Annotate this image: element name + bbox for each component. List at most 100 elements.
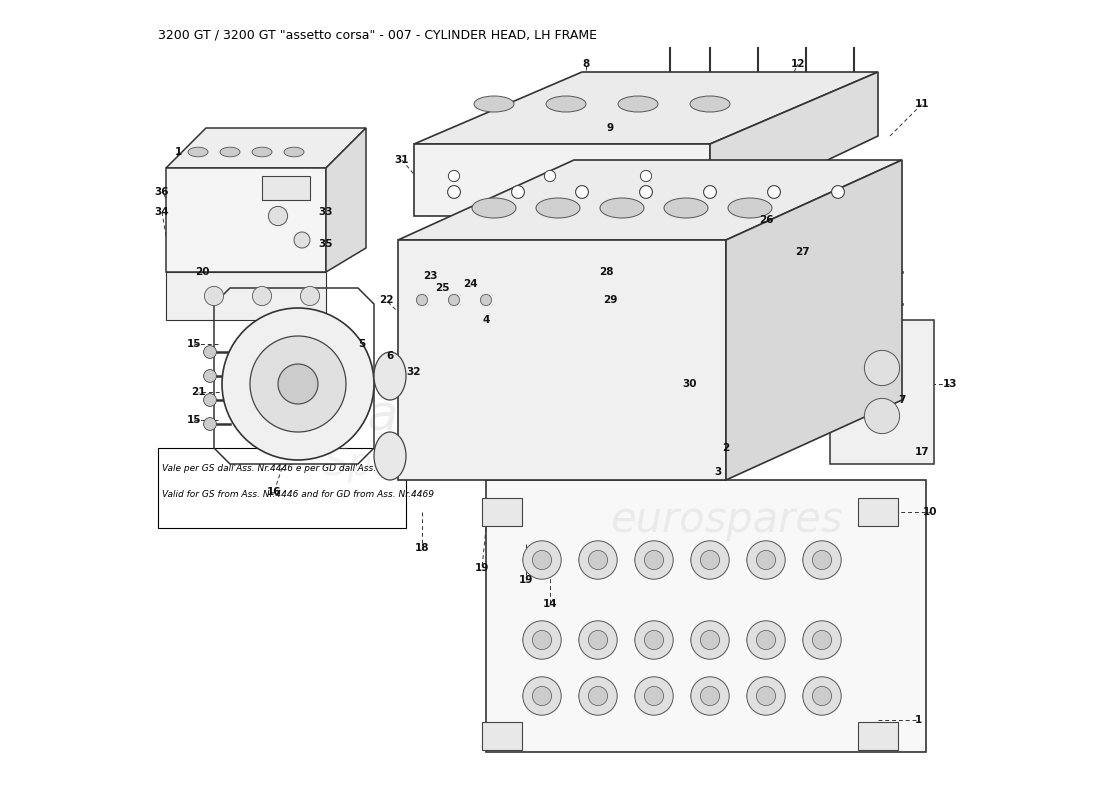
Ellipse shape <box>188 147 208 157</box>
Circle shape <box>205 286 223 306</box>
Circle shape <box>252 286 272 306</box>
Polygon shape <box>398 240 726 480</box>
Polygon shape <box>414 144 710 216</box>
Ellipse shape <box>618 96 658 112</box>
Text: 19: 19 <box>475 563 490 573</box>
Circle shape <box>701 550 719 570</box>
Text: 15: 15 <box>187 339 201 349</box>
Circle shape <box>300 286 320 306</box>
Circle shape <box>204 346 217 358</box>
Polygon shape <box>166 272 326 320</box>
Circle shape <box>691 541 729 579</box>
Circle shape <box>691 621 729 659</box>
Circle shape <box>813 686 832 706</box>
Circle shape <box>522 621 561 659</box>
Text: 2: 2 <box>723 443 729 453</box>
Text: 36: 36 <box>155 187 169 197</box>
Ellipse shape <box>220 147 240 157</box>
Circle shape <box>222 308 374 460</box>
Text: 3200 GT / 3200 GT "assetto corsa" - 007 - CYLINDER HEAD, LH FRAME: 3200 GT / 3200 GT "assetto corsa" - 007 … <box>158 28 597 41</box>
Circle shape <box>645 630 663 650</box>
Text: 13: 13 <box>943 379 957 389</box>
Ellipse shape <box>252 147 272 157</box>
Circle shape <box>635 677 673 715</box>
Text: 35: 35 <box>319 239 333 249</box>
Circle shape <box>813 550 832 570</box>
Ellipse shape <box>374 432 406 480</box>
Text: Spares: Spares <box>323 445 456 483</box>
Bar <box>482 498 522 526</box>
Text: Spares: Spares <box>305 392 475 440</box>
Circle shape <box>639 186 652 198</box>
Text: 4: 4 <box>482 315 490 325</box>
Text: 9: 9 <box>606 123 614 133</box>
Text: 15: 15 <box>187 415 201 425</box>
Ellipse shape <box>600 198 643 218</box>
Circle shape <box>747 677 785 715</box>
Polygon shape <box>326 128 366 272</box>
Text: 29: 29 <box>603 295 617 305</box>
Circle shape <box>803 677 842 715</box>
Circle shape <box>417 294 428 306</box>
Circle shape <box>204 394 217 406</box>
Ellipse shape <box>690 96 730 112</box>
Ellipse shape <box>284 147 304 157</box>
Circle shape <box>803 541 842 579</box>
Circle shape <box>268 206 287 226</box>
Ellipse shape <box>536 198 580 218</box>
Text: 21: 21 <box>190 387 206 397</box>
Circle shape <box>532 630 551 650</box>
Text: 6: 6 <box>386 351 394 361</box>
Circle shape <box>865 350 900 386</box>
Text: 26: 26 <box>759 215 773 225</box>
Text: 33: 33 <box>319 207 333 217</box>
Text: 24: 24 <box>463 279 477 289</box>
Text: 8: 8 <box>582 59 590 69</box>
Circle shape <box>640 170 651 182</box>
Text: 30: 30 <box>683 379 697 389</box>
Circle shape <box>579 541 617 579</box>
Circle shape <box>250 336 346 432</box>
Ellipse shape <box>664 198 708 218</box>
Text: 23: 23 <box>422 271 438 281</box>
Text: Valid for GS from Ass. Nr.4446 and for GD from Ass. Nr.4469: Valid for GS from Ass. Nr.4446 and for G… <box>162 490 434 498</box>
Polygon shape <box>398 160 902 240</box>
Circle shape <box>704 186 716 198</box>
Text: 25: 25 <box>434 283 449 293</box>
Circle shape <box>544 170 556 182</box>
Circle shape <box>294 232 310 248</box>
Circle shape <box>449 170 460 182</box>
Text: 28: 28 <box>598 267 614 277</box>
Circle shape <box>448 186 461 198</box>
Circle shape <box>645 550 663 570</box>
Text: 22: 22 <box>378 295 394 305</box>
Polygon shape <box>166 168 326 272</box>
Text: Vale per GS dall'Ass. Nr.4446 e per GD dall'Ass. Nr.4469: Vale per GS dall'Ass. Nr.4446 e per GD d… <box>162 464 415 473</box>
Circle shape <box>588 550 607 570</box>
Circle shape <box>532 550 551 570</box>
Circle shape <box>832 186 845 198</box>
Circle shape <box>481 294 492 306</box>
Bar <box>858 722 898 750</box>
Circle shape <box>757 630 776 650</box>
Text: 32: 32 <box>407 367 421 377</box>
Circle shape <box>865 398 900 434</box>
Text: 27: 27 <box>794 247 810 257</box>
Polygon shape <box>414 72 878 144</box>
Text: 34: 34 <box>155 207 169 217</box>
Polygon shape <box>726 160 902 480</box>
Text: 16: 16 <box>266 487 282 497</box>
Circle shape <box>204 418 217 430</box>
Text: 14: 14 <box>542 599 558 609</box>
Circle shape <box>449 294 460 306</box>
Polygon shape <box>166 128 366 168</box>
Circle shape <box>757 686 776 706</box>
Text: 1: 1 <box>914 715 922 725</box>
Circle shape <box>768 186 780 198</box>
Bar <box>858 498 898 526</box>
Text: 19: 19 <box>519 575 534 585</box>
Text: 3: 3 <box>714 467 722 477</box>
Text: 5: 5 <box>359 339 365 349</box>
Circle shape <box>579 677 617 715</box>
Ellipse shape <box>474 96 514 112</box>
